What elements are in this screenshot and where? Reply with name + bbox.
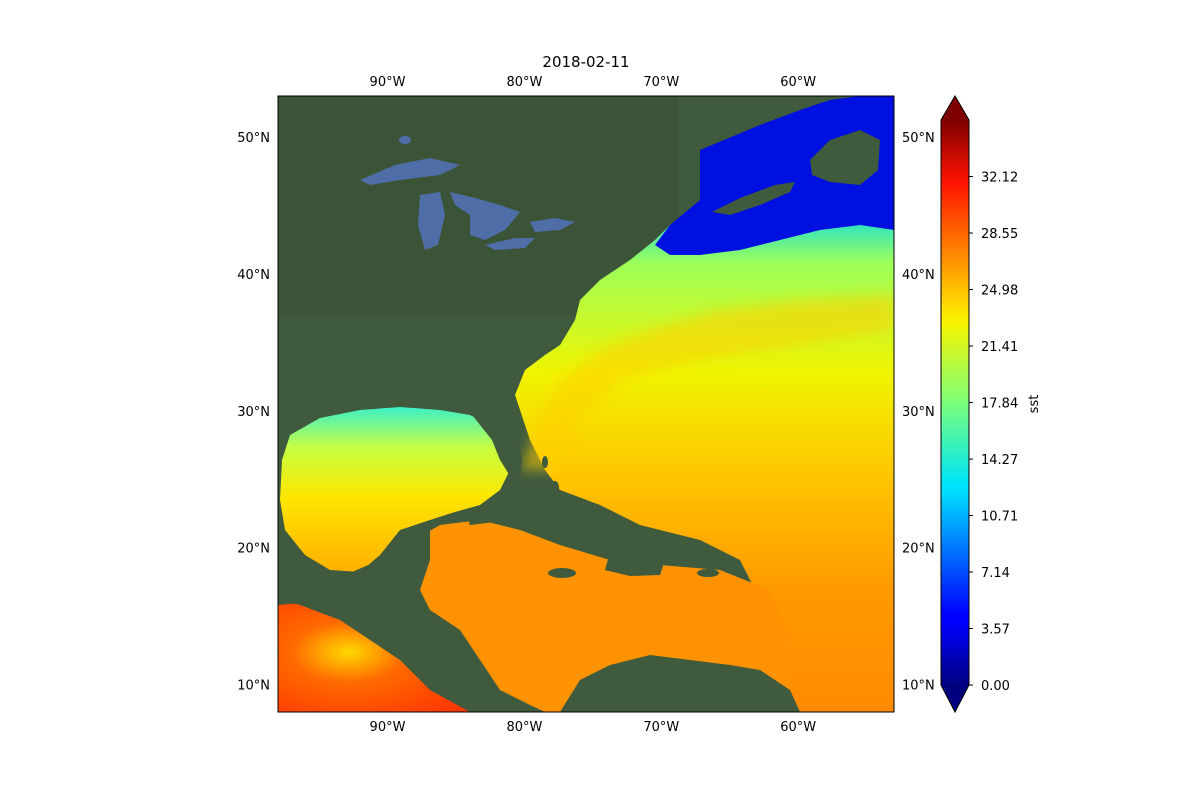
lon-tick-label-bottom: 90°W	[370, 720, 406, 735]
central-america-land	[278, 528, 545, 712]
colorbar-tick-label: 17.84	[981, 397, 1018, 412]
cold-water-north	[655, 96, 894, 255]
lon-tick-label-top: 60°W	[780, 75, 816, 90]
lon-tick-label-bottom: 80°W	[506, 720, 542, 735]
newfoundland-land	[810, 130, 880, 185]
nova-scotia-land	[712, 182, 795, 215]
lon-tick-label-bottom: 70°W	[643, 720, 679, 735]
lat-tick-label-left: 20°N	[237, 542, 270, 557]
south-america-land	[560, 655, 800, 712]
puerto-rico-land	[697, 569, 719, 577]
colorbar-label: sst	[1027, 395, 1042, 414]
lat-tick-label-right: 10°N	[902, 679, 935, 694]
cuba-land	[468, 508, 600, 548]
hispaniola-land	[605, 548, 665, 576]
florida-land	[470, 410, 522, 478]
lat-tick-label-left: 30°N	[237, 405, 270, 420]
colorbar-extend-bottom	[941, 685, 969, 712]
colorbar-tick-label: 28.55	[981, 227, 1018, 242]
colorbar-tick-label: 0.00	[981, 679, 1010, 694]
jamaica-land	[548, 568, 576, 578]
colorbar-gradient	[941, 120, 969, 685]
lon-tick-label-bottom: 60°W	[780, 720, 816, 735]
colorbar-tick-label: 24.98	[981, 284, 1018, 299]
colorbar-extend-top	[941, 96, 969, 120]
lake-small	[399, 136, 411, 144]
lon-tick-label-top: 90°W	[370, 75, 406, 90]
lon-tick-label-top: 80°W	[506, 75, 542, 90]
lat-tick-label-left: 10°N	[237, 679, 270, 694]
great-lakes	[360, 158, 575, 250]
lat-tick-label-left: 50°N	[237, 131, 270, 146]
gulf-stream-tongue	[520, 295, 894, 470]
lat-tick-label-right: 30°N	[902, 405, 935, 420]
colorbar-tick-label: 10.71	[981, 509, 1018, 524]
colorbar-tick-label: 21.41	[981, 340, 1018, 355]
map-tick-labels: 90°W 90°W 80°W 80°W 70°W 70°W 60°W 60°W 50°N 50°N…	[237, 75, 935, 735]
lat-tick-label-right: 50°N	[902, 131, 935, 146]
map-frame	[277, 95, 895, 713]
colorbar-tick-label: 14.27	[981, 453, 1018, 468]
colorbar: 0.00 3.57 7.14 10.71 14.27 17.84 21.41 24.98 28.…	[940, 95, 1042, 714]
map-title: 2018-02-11	[542, 53, 629, 71]
colorbar-ticks: 0.00 3.57 7.14 10.71 14.27 17.84 21.41 24.98 28.…	[969, 171, 1018, 694]
lon-tick-label-top: 70°W	[643, 75, 679, 90]
colorbar-tick-label: 32.12	[981, 171, 1018, 186]
lat-tick-label-left: 40°N	[237, 268, 270, 283]
lat-tick-label-right: 40°N	[902, 268, 935, 283]
atlantic-sst-field	[515, 96, 894, 712]
gulf-of-mexico-sst	[280, 407, 510, 572]
colorbar-tick-label: 3.57	[981, 622, 1010, 637]
colorbar-tick-label: 7.14	[981, 566, 1010, 581]
map-panel	[278, 96, 894, 712]
bahamas-land	[542, 456, 624, 528]
lat-tick-label-right: 20°N	[902, 542, 935, 557]
